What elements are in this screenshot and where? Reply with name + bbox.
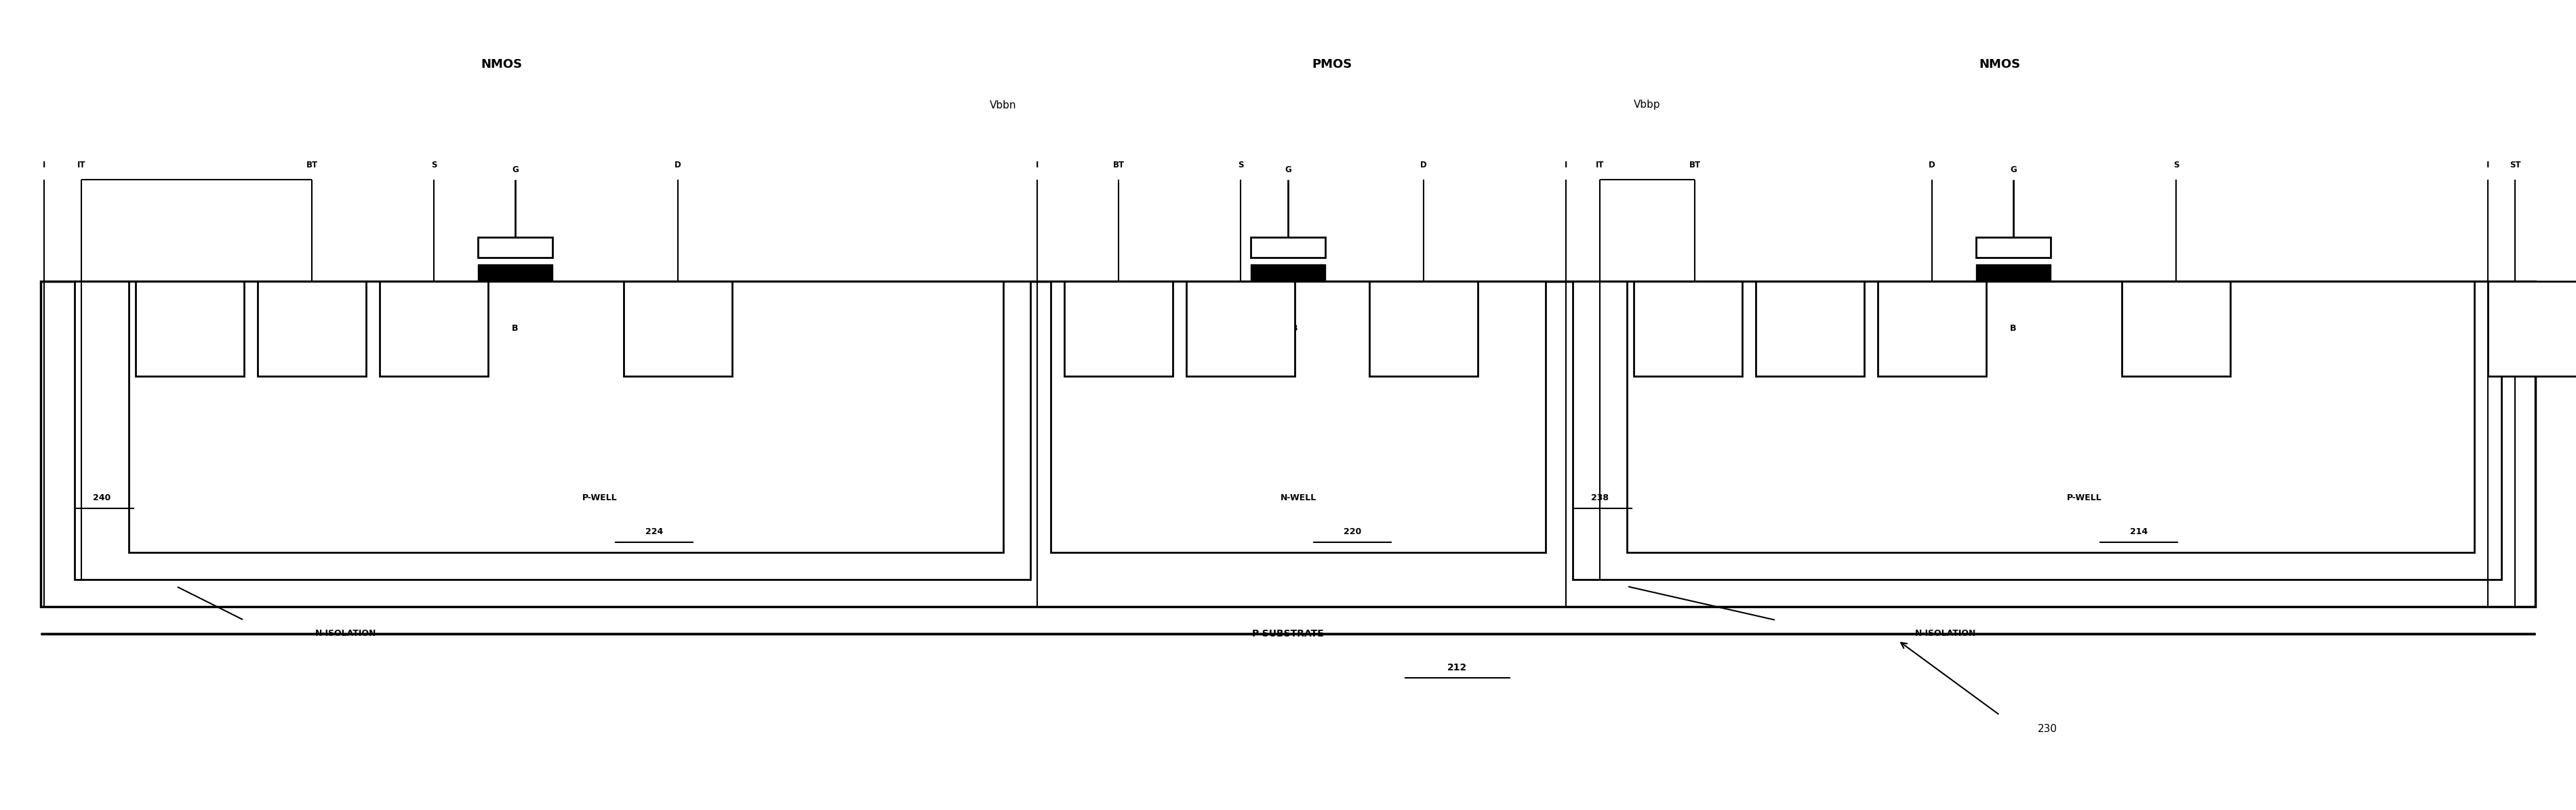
Bar [1064, 281, 1172, 376]
Bar [137, 281, 245, 376]
Text: N+: N+ [1113, 326, 1126, 332]
Text: I: I [1036, 160, 1038, 169]
Text: S: S [1236, 160, 1244, 169]
Text: 240: 240 [93, 494, 111, 503]
Text: I: I [2486, 160, 2488, 169]
Text: Vbbp: Vbbp [1633, 100, 1662, 110]
Text: P-WELL: P-WELL [582, 494, 618, 503]
Bar [1628, 281, 2476, 552]
Text: N-WELL: N-WELL [1280, 494, 1316, 503]
Bar [2123, 281, 2231, 376]
Bar [479, 237, 551, 258]
Bar [1633, 281, 1741, 376]
Text: I: I [44, 160, 46, 169]
Bar [75, 281, 1030, 579]
Text: 212: 212 [1448, 663, 1468, 672]
Text: 220: 220 [1345, 527, 1360, 536]
Text: 238: 238 [1592, 494, 1607, 503]
Text: B: B [1291, 324, 1298, 333]
Text: S: S [430, 160, 438, 169]
Text: PMOS: PMOS [1311, 58, 1352, 70]
Text: Vbbn: Vbbn [989, 100, 1018, 110]
Text: IT: IT [77, 160, 85, 169]
Bar [1574, 281, 2501, 579]
Bar [258, 281, 366, 376]
Text: N+: N+ [183, 326, 196, 332]
Text: P-SUBSTRATE: P-SUBSTRATE [1252, 629, 1324, 638]
Text: P+: P+ [1417, 326, 1430, 332]
Text: P+: P+ [1234, 326, 1247, 332]
Text: N+: N+ [2169, 326, 2182, 332]
Text: B: B [513, 324, 518, 333]
Bar [1188, 281, 1296, 376]
Bar [41, 281, 2535, 607]
Text: BT: BT [1690, 160, 1700, 169]
Text: P+: P+ [2537, 326, 2548, 332]
Text: N-ISOLATION: N-ISOLATION [1914, 629, 1976, 638]
Text: D: D [1929, 160, 1935, 169]
Bar [1051, 281, 1546, 552]
Text: ST: ST [2509, 160, 2522, 169]
Text: BT: BT [1113, 160, 1123, 169]
Text: NMOS: NMOS [482, 58, 523, 70]
Text: P+: P+ [1803, 326, 1816, 332]
Text: G: G [513, 165, 518, 174]
Text: IT: IT [1595, 160, 1605, 169]
Text: 224: 224 [644, 527, 662, 536]
Text: P-WELL: P-WELL [2066, 494, 2102, 503]
Text: D: D [1419, 160, 1427, 169]
Text: G: G [2009, 165, 2017, 174]
Bar [623, 281, 732, 376]
Text: N+: N+ [672, 326, 685, 332]
Bar [1252, 237, 1324, 258]
Text: N-ISOLATION: N-ISOLATION [314, 629, 376, 638]
Text: B: B [2009, 324, 2017, 333]
Bar [479, 264, 551, 281]
Bar [379, 281, 487, 376]
Text: 230: 230 [2038, 723, 2058, 734]
Bar [1370, 281, 1479, 376]
Bar [1976, 264, 2050, 281]
Text: N+: N+ [428, 326, 440, 332]
Text: NMOS: NMOS [1978, 58, 2020, 70]
Text: N+: N+ [1682, 326, 1695, 332]
Bar [129, 281, 1002, 552]
Text: 214: 214 [2130, 527, 2148, 536]
Text: S: S [2174, 160, 2179, 169]
Text: I: I [1564, 160, 1566, 169]
Text: G: G [1285, 165, 1291, 174]
Text: BT: BT [307, 160, 317, 169]
Bar [1878, 281, 1986, 376]
Text: P+: P+ [307, 326, 317, 332]
Bar [1976, 237, 2050, 258]
Bar [2488, 281, 2576, 376]
Bar [1252, 264, 1324, 281]
Text: D: D [675, 160, 680, 169]
Bar [1757, 281, 1865, 376]
Text: N+: N+ [1927, 326, 1937, 332]
